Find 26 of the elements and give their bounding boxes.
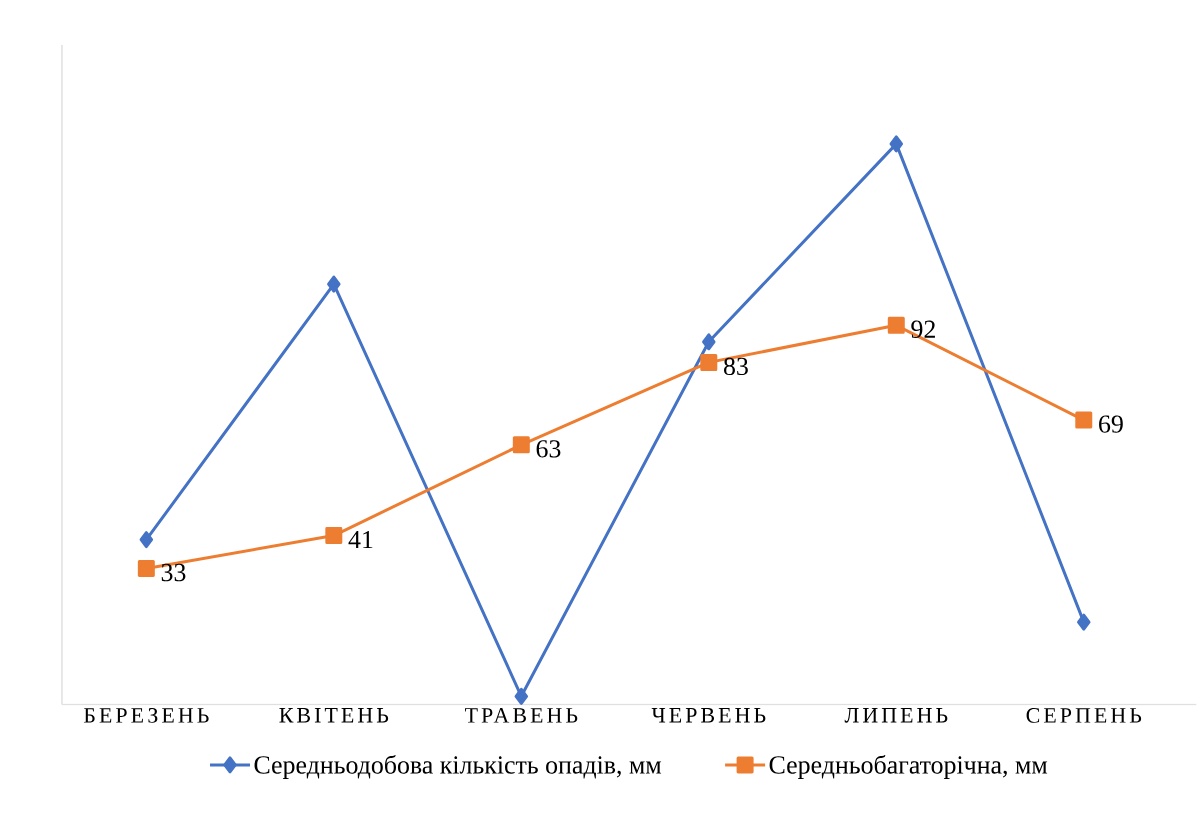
data-label: 83 <box>723 357 748 375</box>
data-label: 41 <box>348 530 373 548</box>
legend-label: Середньодобова кількість опадів, мм <box>254 754 662 779</box>
point <box>137 559 155 577</box>
data-label: 63 <box>536 439 561 458</box>
point <box>514 687 529 705</box>
legend-label: Середньобагаторічна, мм <box>769 754 1048 779</box>
point <box>139 530 154 548</box>
x-tick-label: СЕРПЕНЬ <box>1026 707 1142 723</box>
point <box>887 316 905 334</box>
point <box>1075 411 1093 429</box>
data-label: 33 <box>161 563 186 581</box>
x-tick-label: БЕРЕЗЕНЬ <box>83 707 209 723</box>
point <box>1077 613 1091 631</box>
point <box>889 135 904 153</box>
point <box>325 526 343 544</box>
point <box>702 333 716 351</box>
x-tick-label: КВІТЕНЬ <box>279 707 389 723</box>
point <box>700 353 718 371</box>
x-tick-label: ТРАВЕНЬ <box>465 707 578 723</box>
x-tick-label: ЧЕРВЕНЬ <box>651 707 766 723</box>
x-tick-label: ЛИПЕНЬ <box>844 707 948 723</box>
point <box>512 436 530 454</box>
point <box>327 275 341 293</box>
data-label: 92 <box>911 320 935 338</box>
data-label: 69 <box>1099 415 1123 433</box>
